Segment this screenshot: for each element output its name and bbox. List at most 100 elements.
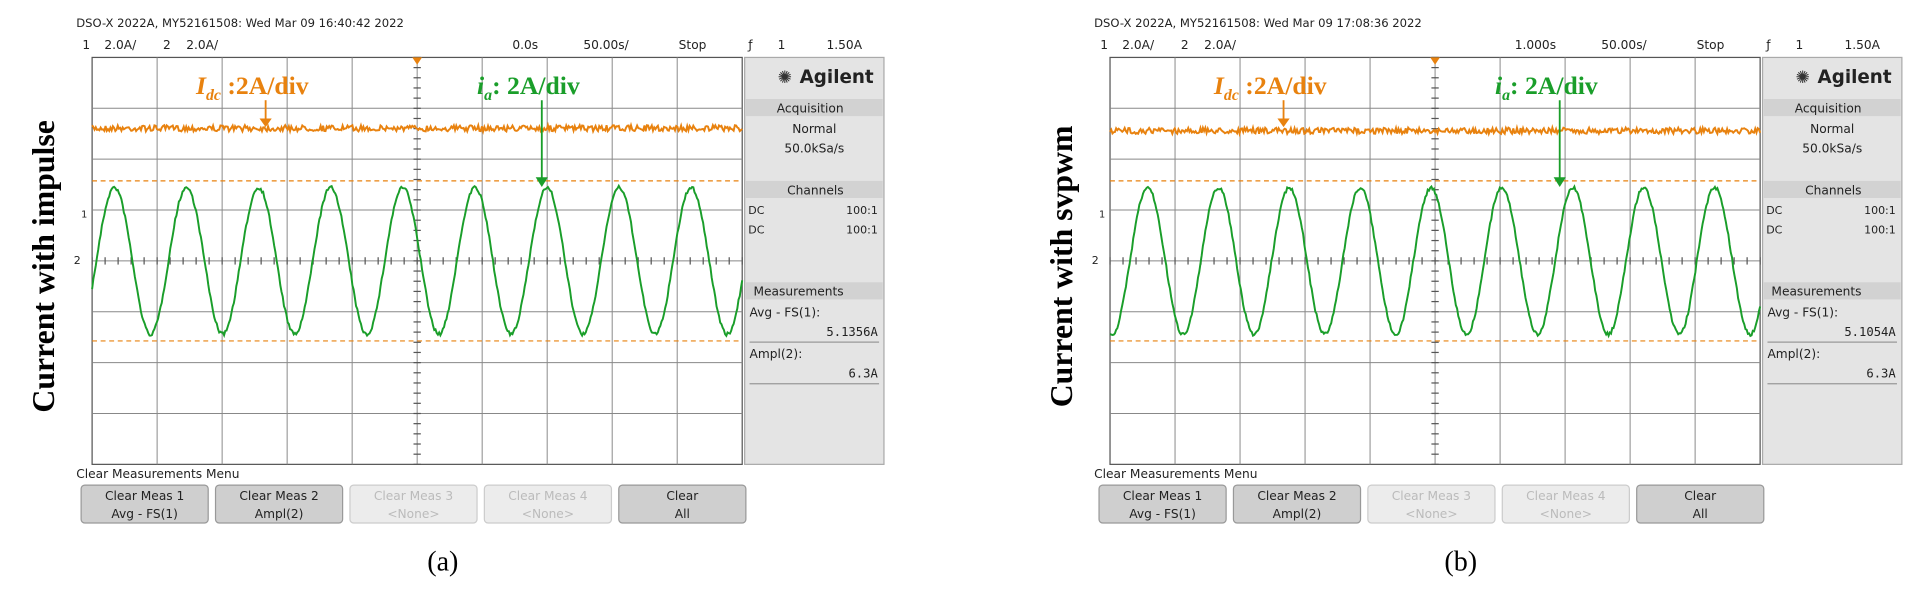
arrowhead — [1553, 177, 1566, 187]
menu-button: Clear Meas 4 <None> — [483, 484, 613, 524]
dc-annotation: Idc :2A/div — [195, 71, 309, 104]
section-title: Acquisition — [1795, 101, 1862, 115]
button-face — [1501, 484, 1630, 524]
button-line-2: Avg - FS(1) — [111, 507, 178, 521]
section-bar — [1763, 98, 1901, 117]
menu-button: Clear Meas 4 <None> — [1501, 484, 1630, 524]
menu-button[interactable]: Clear Meas 2 Ampl(2) — [1232, 484, 1362, 524]
button-line-2: All — [675, 507, 690, 521]
acquisition-mode: Normal — [792, 122, 836, 136]
scope-header: DSO-X 2022A, MY52161508: Wed Mar 09 17:0… — [1094, 16, 1422, 30]
menu-button[interactable]: Clear Meas 1 Avg - FS(1) — [80, 484, 209, 524]
dc-current-trace — [91, 121, 743, 136]
button-line-2: <None> — [387, 507, 439, 521]
acquisition-rate: 50.0kSa/s — [784, 142, 844, 156]
button-line-2: <None> — [1405, 507, 1457, 521]
side-panel — [744, 56, 885, 465]
trigger-level: 1.50A — [1844, 38, 1880, 52]
scope-panel: DSO-X 2022A, MY52161508: Wed Mar 09 16:4… — [26, 16, 885, 578]
channel-2-marker: 2 — [74, 254, 81, 267]
button-line-1: Clear Meas 1 — [1123, 489, 1202, 503]
button-face — [618, 484, 747, 524]
agilent-logo: ✺ — [1796, 68, 1810, 88]
annotation-symbol: i — [1495, 71, 1503, 100]
button-line-2: All — [1693, 507, 1708, 521]
channel-1-scale: 2.0A/ — [104, 38, 137, 52]
trigger-source: 1 — [778, 38, 786, 52]
run-state: Stop — [1697, 38, 1725, 52]
acquisition-rate: 50.0kSa/s — [1802, 142, 1862, 156]
phase-annotation: ia: 2A/div — [1495, 71, 1598, 104]
channel-2-number: 2 — [1181, 38, 1189, 52]
arrowhead — [535, 177, 548, 187]
channel-2-scale: 2.0A/ — [1204, 38, 1237, 52]
channel-probe: 100:1 — [1864, 204, 1896, 217]
measurement-label: Ampl(2): — [750, 347, 803, 361]
caption: (a) — [427, 547, 458, 578]
run-state: Stop — [679, 38, 707, 52]
menu-button[interactable]: Clear Meas 2 Ampl(2) — [214, 484, 344, 524]
menu-button[interactable]: Clear All — [1636, 484, 1765, 524]
channel-coupling: DC — [1766, 204, 1782, 217]
annotation-subscript: a — [484, 87, 492, 104]
brand: Agilent — [1818, 67, 1892, 88]
button-line-1: Clear — [1684, 489, 1717, 503]
channel-2-number: 2 — [163, 38, 171, 52]
measurement-value: 6.3A — [848, 367, 878, 381]
section-title: Channels — [1805, 183, 1861, 197]
annotation-symbol: I — [1213, 71, 1225, 100]
measurement-value: 5.1054A — [1844, 325, 1896, 339]
trigger-icon: ƒ — [747, 38, 753, 52]
channel-coupling: DC — [748, 204, 764, 217]
button-line-1: Clear Meas 1 — [105, 489, 184, 503]
channel-2-scale: 2.0A/ — [186, 38, 219, 52]
channel-probe: 100:1 — [846, 204, 878, 217]
menu-title: Clear Measurements Menu — [1094, 467, 1257, 481]
button-line-2: Ampl(2) — [1273, 507, 1322, 521]
button-line-1: Clear — [666, 489, 699, 503]
button-face — [349, 484, 478, 524]
annotation-text: :2A/div — [1239, 71, 1327, 100]
channel-1-scale: 2.0A/ — [1122, 38, 1155, 52]
button-line-2: Ampl(2) — [255, 507, 304, 521]
menu-button[interactable]: Clear Meas 1 Avg - FS(1) — [1098, 484, 1227, 524]
menu-title: Clear Measurements Menu — [76, 467, 239, 481]
brand: Agilent — [800, 67, 874, 88]
measurement-label: Avg - FS(1): — [750, 305, 821, 319]
channel-coupling: DC — [748, 223, 764, 236]
measurement-label: Avg - FS(1): — [1767, 305, 1838, 319]
trigger-source: 1 — [1796, 38, 1804, 52]
channel-coupling: DC — [1766, 223, 1782, 236]
button-line-1: Clear Meas 2 — [239, 489, 318, 503]
trigger-icon: ƒ — [1765, 38, 1771, 52]
time-offset: 1.000s — [1515, 38, 1556, 52]
annotation-text: : 2A/div — [492, 71, 580, 100]
button-face — [483, 484, 613, 524]
trigger-marker — [1430, 57, 1440, 65]
time-scale: 50.00s/ — [583, 38, 629, 52]
button-face — [1367, 484, 1496, 524]
side-label: Current with impulse — [26, 120, 61, 412]
channel-1-number: 1 — [82, 38, 90, 52]
button-line-1: Clear Meas 3 — [374, 489, 453, 503]
agilent-logo: ✺ — [778, 68, 792, 88]
section-title: Measurements — [753, 285, 843, 299]
menu-button[interactable]: Clear All — [618, 484, 747, 524]
channel-1-marker: 1 — [1099, 210, 1105, 221]
section-title: Measurements — [1771, 285, 1861, 299]
time-offset: 0.0s — [512, 38, 538, 52]
annotation-symbol: I — [195, 71, 207, 100]
button-line-1: Clear Meas 3 — [1392, 489, 1471, 503]
channel-probe: 100:1 — [1864, 223, 1896, 236]
button-face — [1232, 484, 1362, 524]
channel-probe: 100:1 — [846, 223, 878, 236]
annotation-text: :2A/div — [221, 71, 309, 100]
arrowhead — [259, 118, 272, 128]
measurement-value: 6.3A — [1866, 367, 1896, 381]
measurement-value: 5.1356A — [826, 325, 878, 339]
button-face — [1098, 484, 1227, 524]
button-line-2: Avg - FS(1) — [1129, 507, 1196, 521]
section-bar — [1763, 282, 1901, 300]
section-bar — [745, 282, 883, 300]
